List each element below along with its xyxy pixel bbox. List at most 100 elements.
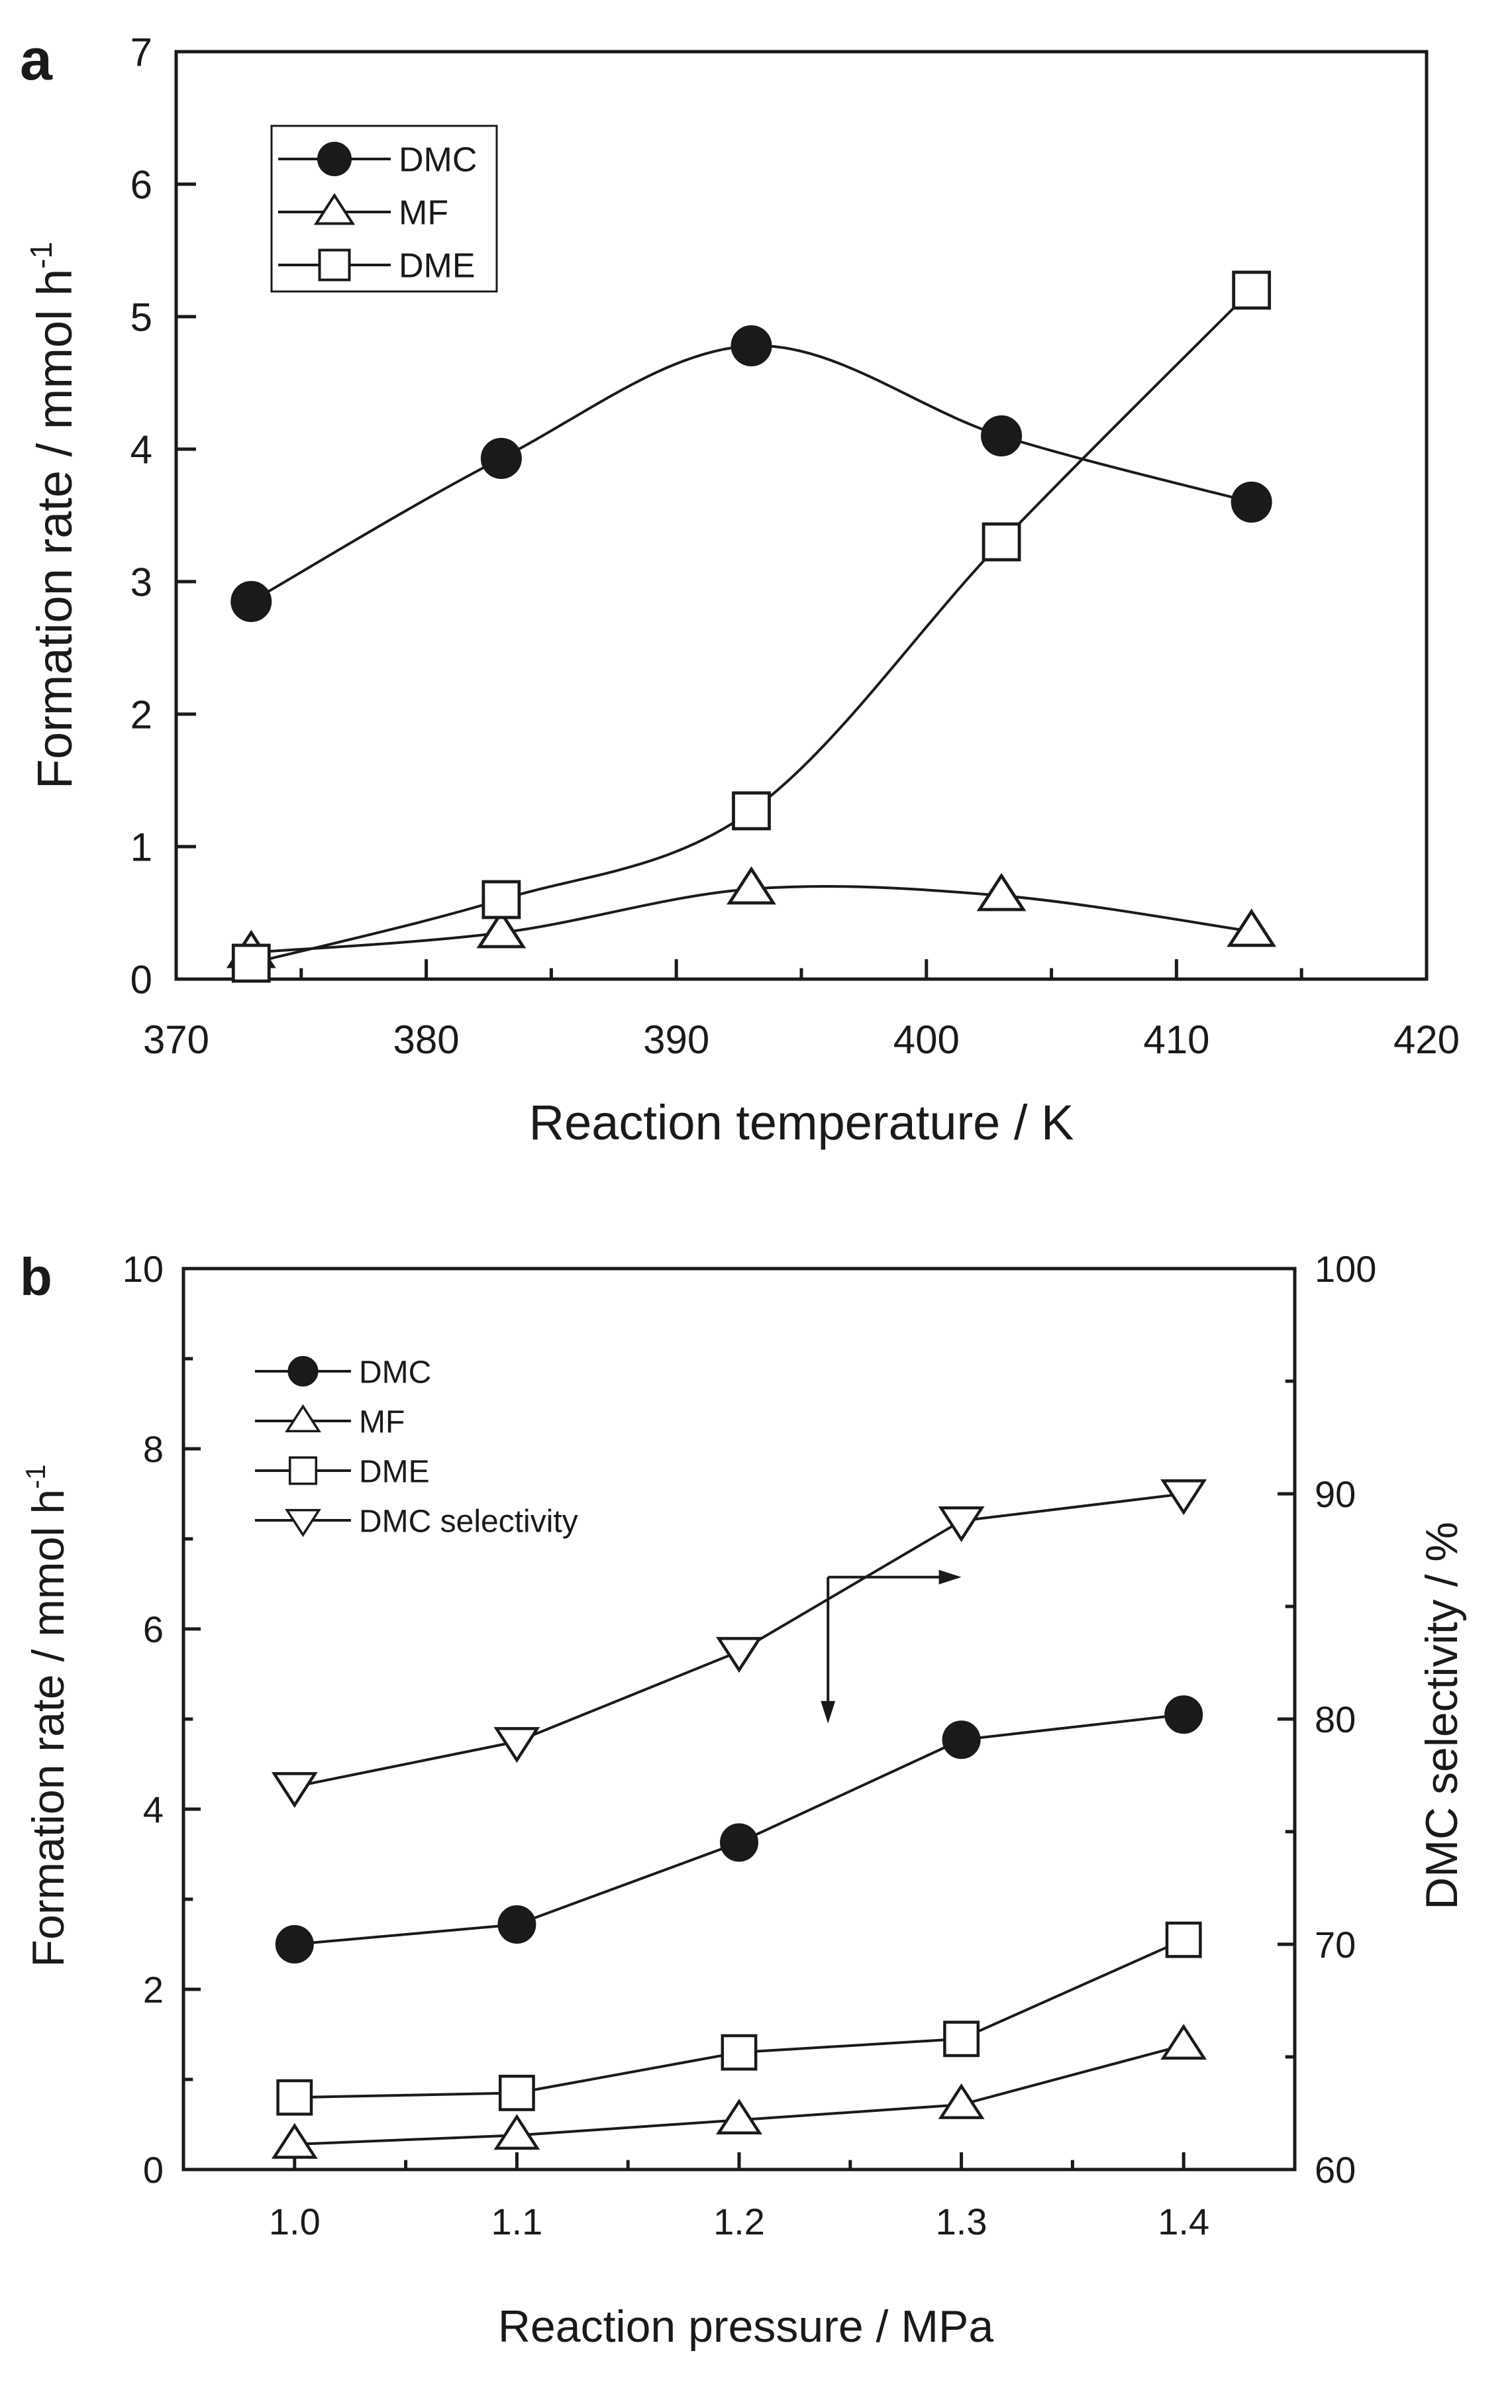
tick-marks-b	[183, 1267, 1295, 2172]
data-point-a-mf-2	[727, 866, 776, 905]
legend-label-a-mf: MF	[399, 194, 448, 233]
data-point-b-mf-1	[493, 2114, 540, 2150]
y-tick-label-a-2: 2	[130, 693, 152, 737]
y-tick-label-b-8: 8	[143, 1428, 164, 1470]
y2-tick-labels-b: 60 70 80 90 100	[1315, 1248, 1376, 2191]
x-tick-label-b-1-3: 1.3	[936, 2201, 987, 2242]
legend-label-a-dmc: DMC	[399, 141, 477, 180]
data-point-a-mf-3	[976, 872, 1027, 912]
data-point-b-dme-0	[276, 2079, 313, 2116]
x-axis-label-a: Reaction temperature / K	[529, 1095, 1074, 1150]
data-point-a-dme-4	[1232, 270, 1272, 310]
data-point-b-mf-3	[938, 2083, 985, 2119]
y2-tick-label-b-90: 90	[1315, 1473, 1356, 1515]
data-point-a-dmc-3	[981, 415, 1023, 456]
data-point-b-mf-2	[716, 2099, 762, 2135]
legend-marker-b-mf	[285, 1404, 321, 1433]
legend-marker-b-dme	[288, 1456, 318, 1485]
legend-label-b-dmc: DMC	[359, 1355, 431, 1390]
data-point-b-dmc-2	[720, 1823, 758, 1862]
y2-tick-label-b-100: 100	[1315, 1248, 1376, 1290]
y-axis-label-b-main: Formation rate / mmol h	[23, 1489, 74, 1967]
data-point-a-dmc-1	[480, 438, 522, 479]
tick-marks-a	[174, 50, 1429, 981]
x-tick-labels-a: 370 380 390 400 410 420	[143, 1018, 1460, 1062]
legend-marker-b-dmc	[287, 1356, 319, 1387]
data-point-b-dme-3	[943, 2020, 980, 2058]
y-axis-label-a-superscript: -1	[24, 242, 58, 269]
x-tick-label-a-400: 400	[893, 1018, 960, 1062]
legend-label-b-mf: MF	[359, 1404, 405, 1440]
y-tick-label-a-6: 6	[130, 163, 152, 207]
series-markers-a	[226, 270, 1277, 983]
series-markers-b	[271, 1479, 1207, 2159]
y-tick-label-b-4: 4	[143, 1789, 164, 1830]
y2-axis-label-b: DMC selectivity / %	[1417, 1522, 1467, 1910]
y-tick-label-a-7: 7	[130, 30, 152, 75]
legend-a: DMC MF DME	[270, 125, 498, 293]
data-point-a-dme-0	[231, 943, 271, 983]
data-point-a-dmc-2	[731, 325, 772, 366]
data-point-b-dmc-selectivity-3	[938, 1506, 985, 1542]
series-line-a-dme	[250, 289, 1253, 965]
arrow-down-head	[821, 1701, 836, 1724]
data-point-b-mf-0	[271, 2122, 318, 2159]
data-point-a-dme-3	[982, 522, 1021, 562]
data-point-b-dmc-selectivity-4	[1160, 1479, 1207, 1516]
x-tick-label-a-390: 390	[643, 1018, 709, 1062]
data-point-b-dmc-selectivity-2	[716, 1637, 762, 1673]
x-tick-label-b-1-0: 1.0	[269, 2201, 321, 2242]
legend-marker-a-dme	[318, 248, 351, 282]
y-tick-label-a-3: 3	[130, 560, 152, 605]
x-tick-label-a-410: 410	[1143, 1018, 1209, 1062]
y-axis-label-b: Formation rate / mmol h-1	[20, 1464, 74, 1967]
y-tick-label-a-5: 5	[130, 295, 152, 340]
y-axis-label-a: Formation rate / mmol h-1	[24, 242, 82, 789]
data-point-a-mf-4	[1227, 908, 1277, 947]
data-point-b-dme-1	[498, 2074, 535, 2111]
data-point-b-dmc-selectivity-1	[493, 1727, 540, 1763]
y-tick-label-a-1: 1	[130, 825, 152, 870]
data-point-a-mf-1	[476, 910, 527, 949]
y-tick-labels-b: 0 2 4 6 8 10	[123, 1248, 164, 2191]
axis-indicator-arrows-b	[821, 1569, 962, 1724]
y2-tick-label-b-60: 60	[1315, 2149, 1356, 2191]
x-axis-label-b: Reaction pressure / MPa	[498, 2301, 994, 2352]
y-axis-label-b-superscript: -1	[20, 1464, 51, 1489]
data-point-b-dmc-3	[942, 1720, 981, 1759]
data-point-a-dme-1	[481, 880, 521, 919]
panel-label-a: a	[20, 26, 53, 92]
x-tick-label-b-1-4: 1.4	[1158, 2201, 1209, 2242]
legend-marker-a-dmc	[317, 142, 352, 176]
data-point-b-dmc-4	[1164, 1695, 1203, 1734]
legend-b: DMC MF DME DMC selectivity	[255, 1355, 578, 1539]
x-tick-label-a-380: 380	[393, 1018, 460, 1062]
x-tick-label-b-1-1: 1.1	[491, 2201, 542, 2242]
y-tick-label-b-6: 6	[143, 1608, 164, 1650]
y-tick-label-b-2: 2	[143, 1969, 164, 2011]
x-tick-label-a-420: 420	[1393, 1018, 1460, 1062]
y-axis-label-a-main: Formation rate / mmol h	[27, 269, 82, 789]
y-tick-label-b-0: 0	[143, 2149, 164, 2191]
y2-tick-label-b-80: 80	[1315, 1699, 1356, 1740]
x-tick-label-a-370: 370	[143, 1018, 209, 1062]
y-tick-labels-a: 0 1 2 3 4 5 6 7	[130, 30, 152, 1002]
data-point-b-dme-4	[1165, 1921, 1202, 1958]
data-point-b-dmc-0	[275, 1925, 314, 1963]
legend-marker-a-mf	[313, 193, 356, 225]
arrow-right-head	[938, 1569, 962, 1585]
chart-panel-b: b 1.0 1.1 1.2 1.3 1.4 0 2 4 6 8 10 60 70 80 90 100 Re…	[20, 1247, 1467, 2352]
data-point-b-dme-2	[721, 2034, 758, 2071]
x-tick-label-b-1-2: 1.2	[713, 2201, 765, 2242]
legend-label-b-dmc-selectivity: DMC selectivity	[359, 1504, 578, 1539]
y-tick-label-a-4: 4	[130, 428, 152, 472]
legend-label-b-dme: DME	[359, 1454, 430, 1489]
data-point-a-dmc-4	[1231, 482, 1272, 523]
data-point-b-dmc-selectivity-0	[271, 1772, 318, 1808]
panel-label-b: b	[20, 1247, 52, 1306]
data-point-a-dmc-0	[230, 581, 272, 622]
y2-tick-label-b-70: 70	[1315, 1924, 1356, 1965]
data-point-b-mf-4	[1160, 2024, 1207, 2060]
x-tick-labels-b: 1.0 1.1 1.2 1.3 1.4	[269, 2201, 1209, 2242]
